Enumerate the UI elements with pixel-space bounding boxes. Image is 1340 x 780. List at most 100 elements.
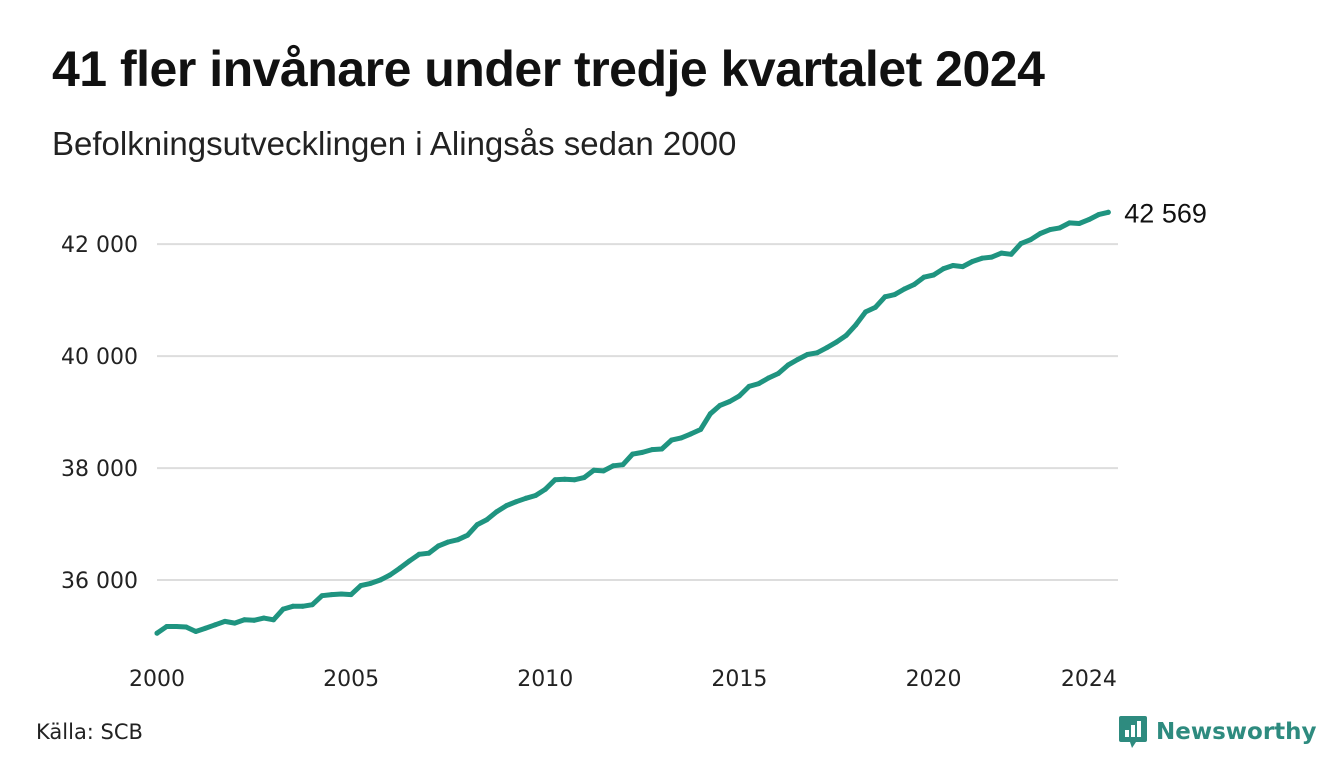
- data-point: [872, 304, 878, 310]
- data-point: [1028, 237, 1034, 243]
- data-point: [659, 446, 665, 452]
- data-point: [241, 617, 247, 623]
- x-tick-label: 2005: [323, 667, 379, 692]
- end-value-label: 42 569: [1124, 198, 1207, 228]
- x-axis-ticks: 2000 2005 2010 2015 2020 2024: [129, 667, 1117, 692]
- brand-name: Newsworthy: [1156, 719, 1317, 745]
- data-point: [581, 475, 587, 481]
- data-point: [280, 606, 286, 612]
- data-point: [931, 272, 937, 278]
- data-point: [989, 254, 995, 260]
- data-point: [1096, 212, 1102, 218]
- data-point: [232, 620, 238, 626]
- data-point: [610, 463, 616, 469]
- data-point: [154, 630, 160, 636]
- data-point: [377, 577, 383, 583]
- x-tick-label: 2020: [906, 667, 962, 692]
- data-point: [853, 322, 859, 328]
- data-point: [669, 437, 674, 443]
- data-point: [309, 602, 315, 608]
- data-point: [261, 615, 267, 621]
- data-point: [465, 532, 471, 538]
- data-point: [639, 449, 645, 455]
- data-point: [474, 522, 480, 528]
- data-point: [911, 282, 917, 287]
- data-point: [950, 263, 956, 268]
- data-point: [717, 402, 723, 408]
- data-point: [533, 493, 539, 498]
- data-point: [727, 399, 733, 404]
- data-point: [1008, 251, 1014, 257]
- data-point: [358, 583, 364, 589]
- data-point: [814, 350, 820, 356]
- brand-logo: Newsworthy: [1118, 714, 1317, 750]
- x-tick-label: 2024: [1061, 667, 1117, 692]
- data-point: [1047, 227, 1053, 233]
- data-point: [397, 565, 403, 571]
- data-point: [649, 447, 655, 453]
- data-point: [746, 383, 752, 389]
- data-point: [271, 617, 276, 623]
- data-point: [193, 629, 199, 634]
- data-point: [300, 603, 306, 609]
- data-point: [562, 476, 568, 482]
- data-point: [766, 375, 771, 381]
- data-point: [824, 345, 830, 351]
- data-point: [678, 435, 684, 441]
- data-point: [445, 539, 451, 545]
- data-point: [504, 503, 509, 509]
- data-point: [1067, 220, 1072, 226]
- data-point: [756, 381, 762, 387]
- data-point: [290, 603, 296, 609]
- data-point: [892, 292, 898, 298]
- data-point: [455, 537, 461, 543]
- data-point: [804, 352, 810, 357]
- data-point: [969, 259, 975, 264]
- x-tick-label: 2015: [711, 667, 767, 692]
- data-point: [785, 362, 791, 368]
- data-point: [921, 274, 927, 280]
- data-point: [212, 622, 218, 628]
- data-point: [542, 486, 548, 492]
- chart-subtitle: Befolkningsutvecklingen i Alingsås sedan…: [52, 125, 737, 162]
- data-point: [882, 294, 888, 300]
- y-tick-label: 40 000: [61, 345, 138, 370]
- data-point: [688, 431, 694, 437]
- chart-title: 41 fler invånare under tredje kvartalet …: [52, 41, 1045, 97]
- data-point: [979, 255, 985, 261]
- data-point: [523, 495, 529, 501]
- data-point: [901, 286, 907, 292]
- data-point: [494, 509, 500, 515]
- data-point: [843, 332, 849, 338]
- data-point: [513, 499, 519, 505]
- x-tick-label: 2010: [517, 667, 573, 692]
- data-point: [222, 618, 228, 624]
- data-point: [436, 543, 441, 549]
- data-point: [368, 580, 374, 586]
- data-point: [940, 266, 946, 272]
- data-point: [630, 451, 636, 457]
- data-point: [834, 339, 839, 345]
- data-point: [484, 517, 490, 523]
- data-point: [1105, 209, 1111, 215]
- data-point: [319, 593, 325, 599]
- y-tick-label: 42 000: [61, 233, 138, 258]
- data-point: [1018, 241, 1024, 247]
- data-point: [387, 572, 393, 578]
- data-point: [183, 624, 189, 630]
- data-point: [698, 427, 704, 432]
- x-tick-label: 2000: [129, 667, 185, 692]
- data-point: [1057, 225, 1063, 231]
- data-point: [416, 551, 422, 557]
- data-point: [251, 617, 257, 623]
- data-point: [1076, 221, 1082, 226]
- data-point: [406, 558, 412, 564]
- data-point: [775, 371, 781, 376]
- data-point: [338, 591, 344, 597]
- data-point: [1037, 231, 1043, 236]
- data-point: [736, 393, 742, 399]
- line-chart: 36 000 38 000 40 000 42 000 2000 2005 2010 201…: [61, 198, 1207, 692]
- data-points: [154, 209, 1111, 636]
- data-point: [329, 592, 335, 598]
- population-series-line: [154, 209, 1111, 636]
